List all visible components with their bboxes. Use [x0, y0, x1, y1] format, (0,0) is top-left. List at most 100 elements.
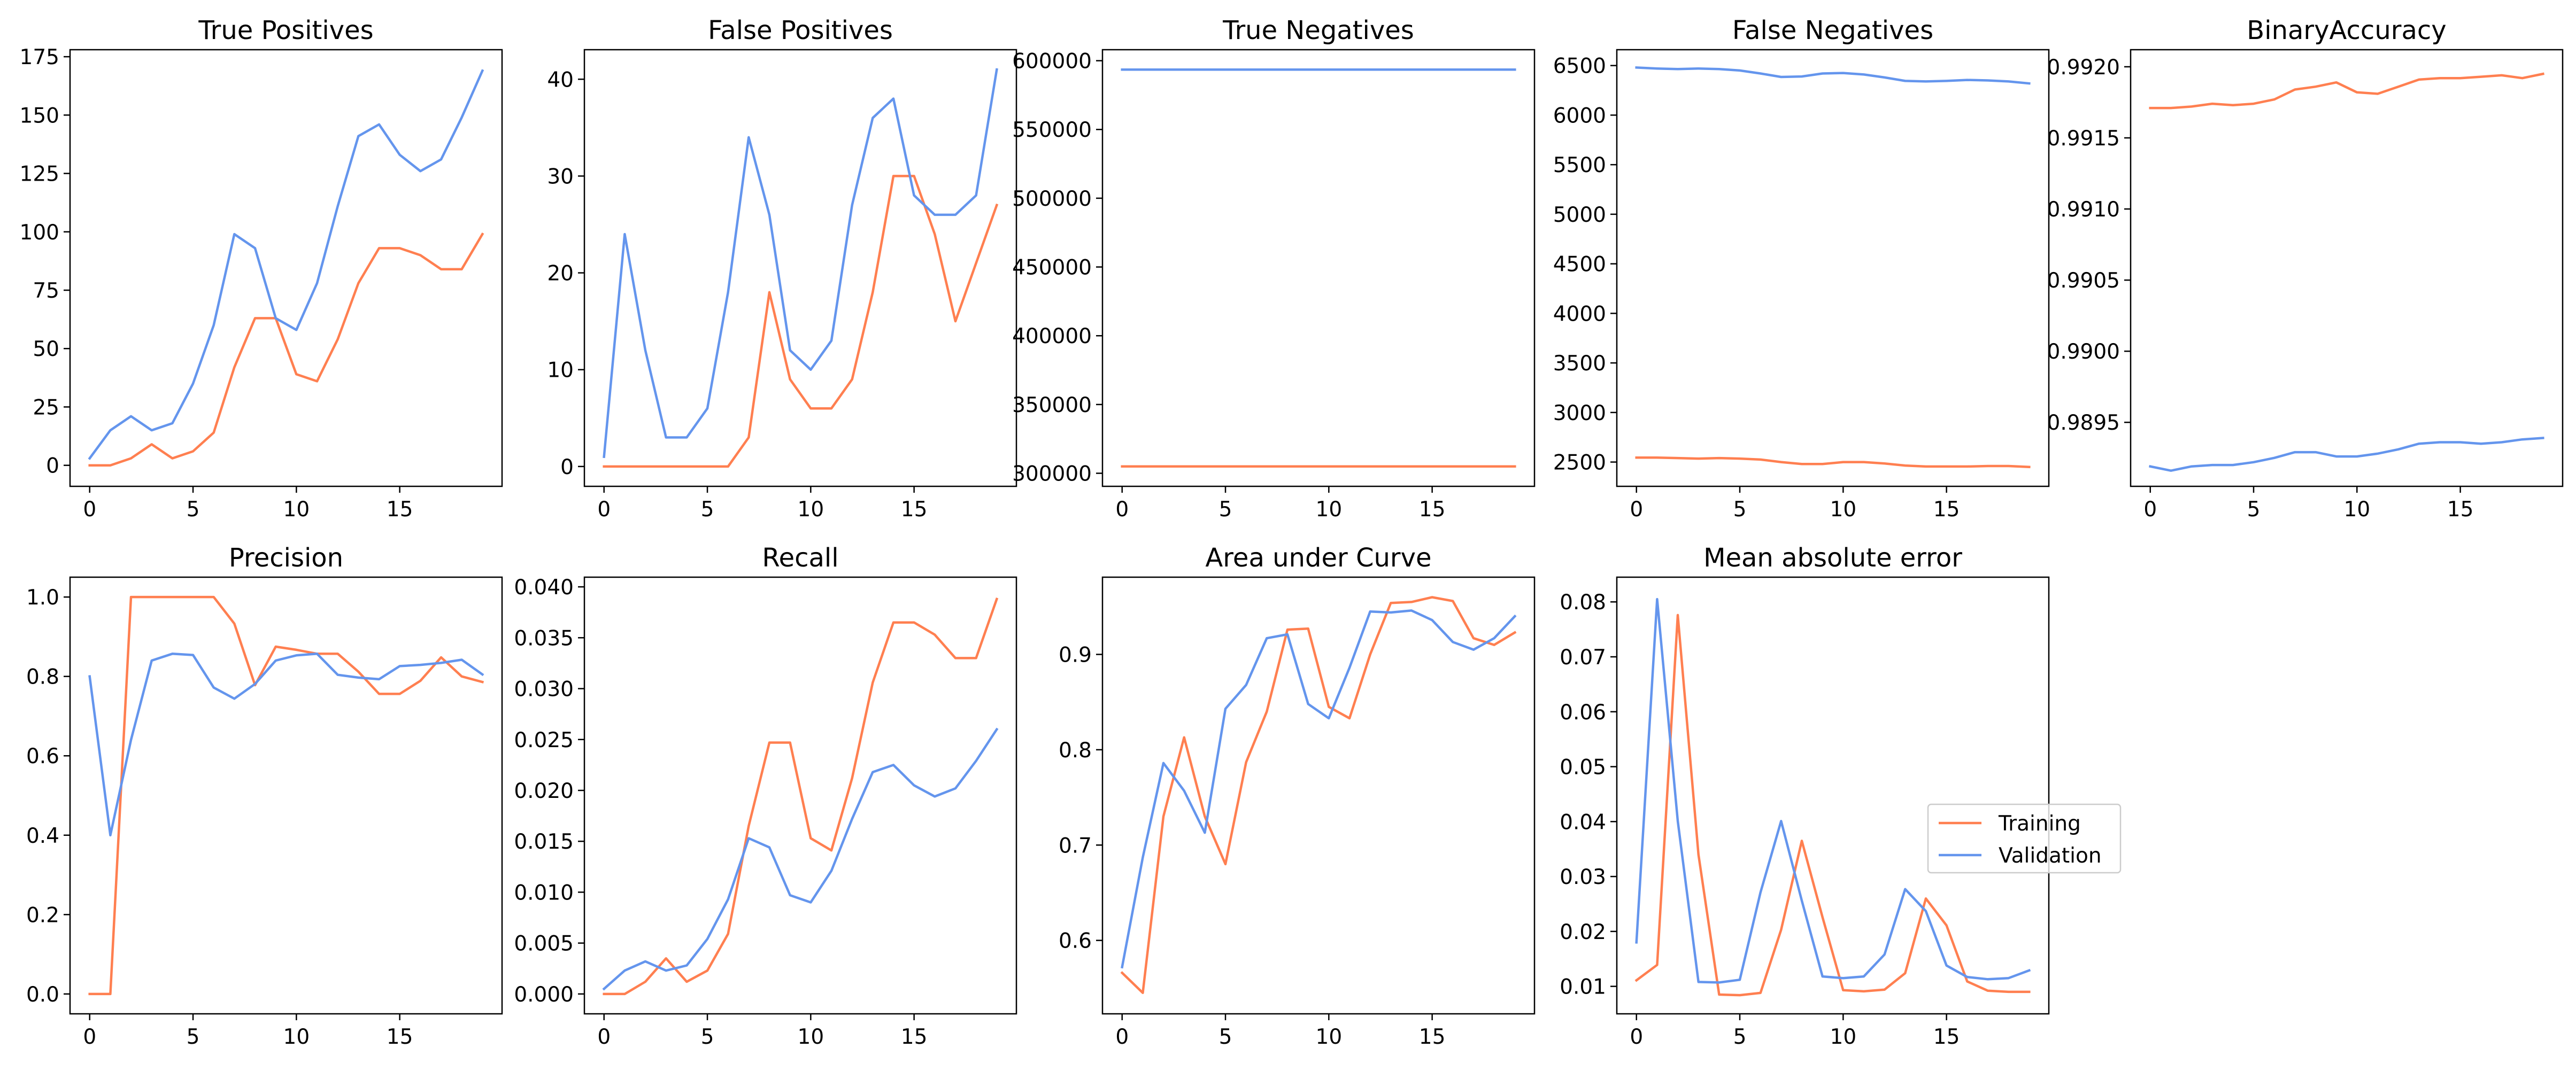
y-tick-label: 30 [547, 165, 574, 189]
x-tick-label: 5 [187, 498, 200, 522]
y-tick-label: 0 [46, 454, 59, 478]
x-tick-label: 10 [1830, 1025, 1857, 1049]
subplot-title: False Positives [708, 15, 893, 45]
subplot-title: True Negatives [1222, 15, 1414, 45]
y-tick-label: 0.025 [514, 728, 574, 752]
y-tick-label: 0.035 [514, 626, 574, 650]
y-tick-label: 550000 [1012, 118, 1092, 142]
subplot-title: Mean absolute error [1703, 543, 1962, 573]
legend: Training Validation [1927, 803, 2122, 874]
subplot-5: Precision 0 5 10 15 0.0 0.2 0.4 0.6 0.8 1.0 [26, 543, 503, 1049]
series-line-training [603, 175, 999, 468]
y-tick-label: 40 [547, 68, 574, 92]
series-line-training [1635, 456, 2031, 469]
x-tick-label: 0 [597, 498, 611, 522]
y-tick-label: 50 [33, 337, 59, 361]
subplot-2: True Negatives 0 5 10 15 300000 350000 400000 45… [1012, 15, 1536, 522]
x-tick-label: 15 [387, 1025, 413, 1049]
y-tick-label: 0.8 [1059, 739, 1092, 763]
x-tick-label: 10 [2344, 498, 2371, 522]
y-tick-label: 75 [33, 279, 59, 303]
y-tick-label: 450000 [1012, 256, 1092, 280]
y-tick-label: 350000 [1012, 393, 1092, 417]
y-tick-label: 3000 [1553, 401, 1606, 425]
subplot-title: False Negatives [1732, 15, 1933, 45]
y-tick-label: 4000 [1553, 302, 1606, 326]
y-tick-label: 0.9920 [2047, 56, 2120, 80]
y-tick-label: 10 [547, 359, 574, 383]
y-tick-label: 0.4 [26, 824, 59, 848]
y-tick-label: 2500 [1553, 451, 1606, 475]
x-tick-label: 10 [283, 1025, 310, 1049]
y-tick-label: 25 [33, 395, 59, 420]
subplot-8: Mean absolute error 0 5 10 15 0.01 0.02 0.03 0.0… [1560, 543, 2050, 1049]
subplot-4: BinaryAccuracy 0 5 10 15 0.9895 0.9900 0.9905 0.… [2047, 15, 2564, 522]
series-line-validation [88, 69, 484, 460]
y-tick-label: 0.020 [514, 779, 574, 803]
y-tick-label: 100 [20, 221, 59, 245]
y-tick-label: 0.9910 [2047, 198, 2120, 222]
axes-frame [1616, 576, 2050, 1015]
subplot-3: False Negatives 0 5 10 15 2500 3000 3500 4000 450… [1553, 15, 2050, 522]
y-tick-label: 0 [560, 455, 574, 479]
y-tick-label: 0.08 [1560, 591, 1606, 615]
x-tick-label: 15 [901, 1025, 928, 1049]
y-tick-label: 150 [20, 104, 59, 128]
y-tick-label: 0.6 [26, 744, 59, 769]
y-tick-label: 4500 [1553, 253, 1606, 277]
axes-frame [1101, 49, 1536, 487]
x-tick-label: 0 [83, 1025, 96, 1049]
x-tick-label: 5 [1733, 498, 1747, 522]
y-tick-label: 20 [547, 262, 574, 286]
y-tick-label: 600000 [1012, 50, 1092, 74]
series-line-training [2149, 72, 2544, 110]
x-tick-label: 10 [798, 1025, 824, 1049]
y-tick-label: 0.015 [514, 830, 574, 854]
y-tick-label: 0.05 [1560, 756, 1606, 780]
y-tick-label: 400000 [1012, 324, 1092, 348]
y-tick-label: 6000 [1553, 104, 1606, 128]
y-tick-label: 0.005 [514, 932, 574, 956]
axes-frame [583, 49, 1017, 487]
y-tick-label: 0.0 [26, 983, 59, 1007]
y-tick-label: 0.02 [1560, 920, 1606, 944]
y-tick-label: 0.9 [1059, 643, 1092, 667]
x-tick-label: 0 [83, 498, 96, 522]
y-tick-label: 0.04 [1560, 810, 1606, 834]
y-tick-label: 0.8 [26, 665, 59, 689]
subplot-title: True Positives [198, 15, 373, 45]
x-tick-label: 0 [1630, 498, 1643, 522]
y-tick-label: 0.07 [1560, 646, 1606, 670]
x-tick-label: 5 [187, 1025, 200, 1049]
x-tick-label: 10 [1316, 1025, 1343, 1049]
subplot-6: Recall 0 5 10 15 0.000 0.005 0.010 0.015 0.020 0.0… [514, 543, 1017, 1049]
series-line-validation [2149, 437, 2544, 472]
series-line-validation [1635, 66, 2031, 85]
x-tick-label: 15 [1933, 498, 1960, 522]
x-tick-label: 15 [1933, 1025, 1960, 1049]
x-tick-label: 0 [597, 1025, 611, 1049]
y-tick-label: 6500 [1553, 55, 1606, 79]
axes-frame [69, 576, 503, 1015]
y-tick-label: 0.9900 [2047, 340, 2120, 364]
y-tick-label: 3500 [1553, 352, 1606, 376]
x-tick-label: 15 [2447, 498, 2474, 522]
series-line-validation [1121, 609, 1517, 969]
y-tick-label: 125 [20, 162, 59, 187]
x-tick-label: 0 [1115, 498, 1129, 522]
y-tick-label: 300000 [1012, 462, 1092, 486]
series-line-validation [602, 727, 999, 991]
x-tick-label: 5 [701, 498, 714, 522]
x-tick-label: 5 [1219, 498, 1232, 522]
y-tick-label: 0.03 [1560, 865, 1606, 889]
x-tick-label: 10 [1316, 498, 1343, 522]
series-line-validation [1635, 597, 2031, 984]
legend-label-training: Training [1998, 812, 2081, 836]
y-tick-label: 1.0 [26, 586, 59, 610]
series-line-training [1120, 596, 1517, 995]
y-tick-label: 0.06 [1560, 701, 1606, 725]
legend-label-validation: Validation [1999, 844, 2102, 868]
